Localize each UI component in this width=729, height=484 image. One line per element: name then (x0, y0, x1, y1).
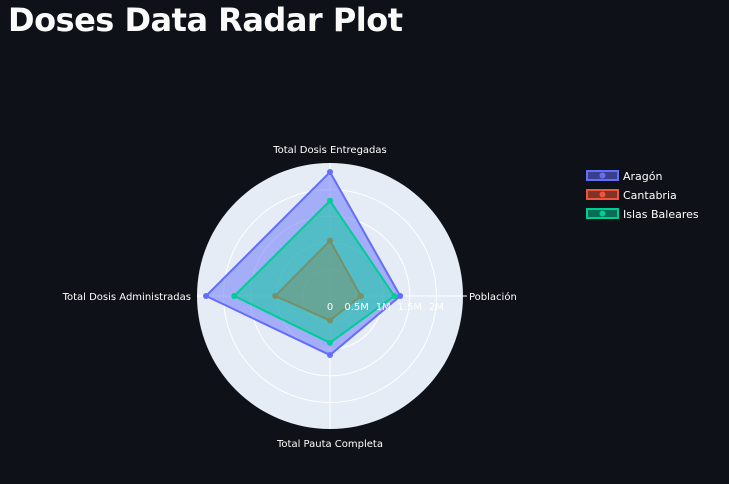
data-point-total-dosis-entregadas[interactable] (327, 169, 333, 176)
axis-label-poblacion: Población (469, 291, 517, 303)
legend-label: Aragón (623, 170, 663, 183)
data-point-total-pauta-completa[interactable] (327, 352, 333, 359)
data-point-poblacion[interactable] (391, 293, 398, 299)
axis-label-total-pauta-completa: Total Pauta Completa (276, 439, 383, 450)
radial-tick-label: 1M (376, 302, 391, 313)
axis-label-total-dosis-entregadas: Total Dosis Entregadas (272, 145, 387, 156)
legend-marker (599, 172, 606, 179)
legend-item-aragon[interactable]: Aragón (586, 170, 663, 183)
radial-tick-labels: 0 0.5M 1M 1.5M 2M (327, 302, 444, 313)
data-point-total-dosis-administradas[interactable] (203, 293, 210, 299)
data-point-total-dosis-administradas[interactable] (231, 293, 238, 299)
axis-label-total-dosis-administradas: Total Dosis Administradas (62, 292, 191, 303)
chart-legend[interactable]: Aragón Cantabria Islas Baleares (586, 170, 699, 221)
radial-tick-label: 2M (429, 302, 444, 313)
legend-item-islas-baleares[interactable]: Islas Baleares (586, 208, 699, 221)
chart-traces (203, 169, 404, 359)
radial-tick-label: 0.5M (344, 302, 369, 313)
data-point-poblacion[interactable] (397, 293, 404, 299)
legend-marker (599, 210, 606, 217)
radial-tick-label: 1.5M (398, 302, 423, 313)
angular-axis-labels: Población Total Dosis Entregadas Total Dos… (62, 145, 517, 450)
data-point-total-dosis-entregadas[interactable] (327, 197, 333, 204)
legend-label: Cantabria (623, 189, 677, 202)
legend-label: Islas Baleares (623, 208, 699, 221)
radial-tick-label: 0 (327, 302, 333, 313)
page-title: Doses Data Radar Plot (8, 1, 403, 39)
legend-marker (599, 191, 606, 198)
data-point-total-pauta-completa[interactable] (327, 339, 333, 346)
series-islas-baleares[interactable] (231, 197, 398, 346)
legend-item-cantabria[interactable]: Cantabria (586, 189, 677, 202)
